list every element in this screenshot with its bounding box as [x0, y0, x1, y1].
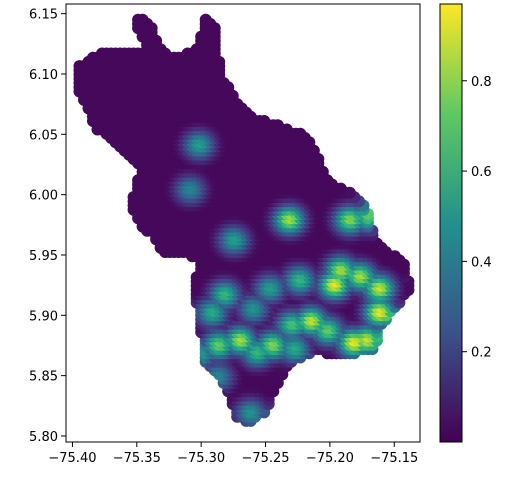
y-tick-label: 6.05: [29, 128, 58, 143]
y-tick-label: 5.80: [29, 430, 58, 445]
x-axis: −75.40 −75.35 −75.30 −75.25 −75.20 −75.15: [48, 442, 418, 466]
scatter-point: [258, 115, 271, 127]
y-tick-label: 5.90: [29, 309, 58, 324]
y-tick-label: 5.85: [29, 370, 58, 385]
scatter-point: [271, 119, 284, 132]
scatter-point: [334, 182, 347, 195]
y-tick-label: 5.95: [29, 249, 58, 264]
y-axis: 5.80 5.85 5.90 5.95 6.00 6.05 6.10 6.15: [29, 8, 66, 445]
data-points: [73, 13, 415, 427]
colorbar-tick-label: 0.4: [471, 255, 492, 270]
scatter-point: [388, 250, 401, 263]
colorbar: [439, 3, 463, 443]
x-tick-label: −75.15: [370, 451, 418, 466]
colorbar-tick-label: 0.8: [471, 75, 492, 90]
colorbar-axis: 0.2 0.4 0.6 0.8: [462, 75, 492, 361]
colorbar-tick-label: 0.6: [471, 165, 492, 180]
colorbar-tick-label: 0.2: [471, 346, 492, 361]
x-tick-label: −75.35: [113, 451, 161, 466]
y-tick-label: 6.00: [29, 189, 58, 204]
scatter-point: [199, 13, 212, 26]
plot-frame: [65, 3, 421, 443]
y-tick-label: 6.15: [29, 8, 58, 23]
x-tick-label: −75.20: [306, 451, 354, 466]
x-tick-label: −75.30: [177, 451, 225, 466]
scatter-point: [280, 123, 293, 136]
scatter-point: [343, 186, 356, 199]
x-tick-label: −75.25: [241, 451, 289, 466]
y-tick-label: 6.10: [29, 68, 58, 83]
x-tick-label: −75.40: [48, 451, 96, 466]
scatter-point: [294, 127, 307, 140]
scatter-point: [136, 13, 149, 26]
